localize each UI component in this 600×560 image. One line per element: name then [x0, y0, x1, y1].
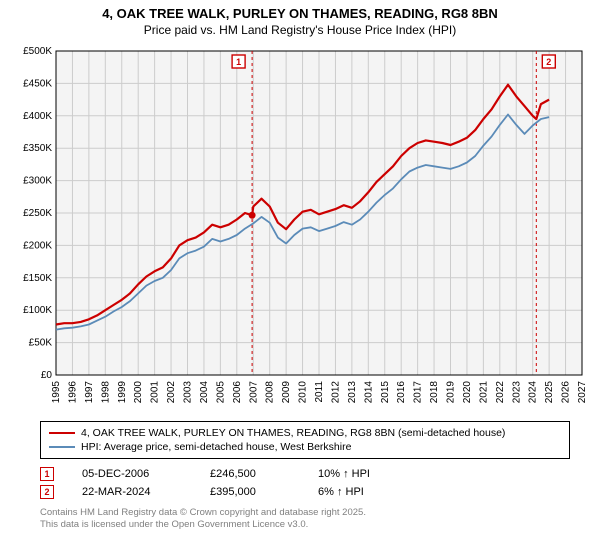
chart-title-line1: 4, OAK TREE WALK, PURLEY ON THAMES, READ… [10, 6, 590, 21]
svg-text:2008: 2008 [265, 381, 276, 404]
svg-text:2027: 2027 [577, 381, 588, 404]
svg-text:2021: 2021 [478, 381, 489, 404]
svg-text:2023: 2023 [511, 381, 522, 404]
svg-text:2001: 2001 [150, 381, 161, 404]
footnote: Contains HM Land Registry data © Crown c… [40, 507, 570, 531]
svg-text:2006: 2006 [232, 381, 243, 404]
svg-text:2016: 2016 [396, 381, 407, 404]
sale-price: £395,000 [210, 486, 290, 498]
legend-item-hpi: HPI: Average price, semi-detached house,… [49, 440, 561, 454]
sale-delta: 10% ↑ HPI [318, 468, 398, 480]
svg-text:£350K: £350K [23, 143, 52, 154]
svg-text:2017: 2017 [413, 381, 424, 404]
svg-text:2010: 2010 [298, 381, 309, 404]
sale-price: £246,500 [210, 468, 290, 480]
legend-swatch [49, 446, 75, 448]
svg-text:£250K: £250K [23, 208, 52, 219]
svg-text:2002: 2002 [166, 381, 177, 404]
svg-text:2020: 2020 [462, 381, 473, 404]
svg-text:2018: 2018 [429, 381, 440, 404]
svg-text:1: 1 [236, 57, 241, 67]
chart-area: £0 £50K £100K £150K £200K £250K £300K £350K £400… [10, 43, 590, 413]
svg-text:£500K: £500K [23, 46, 52, 57]
svg-text:£50K: £50K [29, 338, 53, 349]
sale-delta: 6% ↑ HPI [318, 486, 398, 498]
svg-text:1998: 1998 [100, 381, 111, 404]
svg-text:2013: 2013 [347, 381, 358, 404]
svg-text:£0: £0 [41, 370, 53, 381]
line-chart-svg: £0 £50K £100K £150K £200K £250K £300K £350K £400… [10, 43, 590, 413]
svg-text:£200K: £200K [23, 240, 52, 251]
svg-text:2011: 2011 [314, 381, 325, 403]
svg-text:2005: 2005 [215, 381, 226, 404]
table-row: 1 05-DEC-2006 £246,500 10% ↑ HPI [40, 465, 570, 483]
svg-text:2000: 2000 [133, 381, 144, 404]
svg-text:£300K: £300K [23, 176, 52, 187]
svg-text:£100K: £100K [23, 305, 52, 316]
legend-label: HPI: Average price, semi-detached house,… [81, 441, 351, 453]
svg-text:1996: 1996 [67, 381, 78, 404]
svg-text:2024: 2024 [528, 381, 539, 404]
svg-text:1997: 1997 [84, 381, 95, 404]
svg-text:1995: 1995 [51, 381, 62, 404]
svg-text:2025: 2025 [544, 381, 555, 404]
svg-text:2022: 2022 [495, 381, 506, 404]
svg-text:2009: 2009 [281, 381, 292, 404]
svg-text:2012: 2012 [330, 381, 341, 404]
chart-title-block: 4, OAK TREE WALK, PURLEY ON THAMES, READ… [0, 0, 600, 39]
sale-marker-icon: 1 [40, 467, 54, 481]
svg-text:2004: 2004 [199, 381, 210, 404]
svg-text:2: 2 [546, 57, 551, 67]
legend-box: 4, OAK TREE WALK, PURLEY ON THAMES, READ… [40, 421, 570, 459]
sale-date: 22-MAR-2024 [82, 486, 182, 498]
footnote-line1: Contains HM Land Registry data © Crown c… [40, 507, 570, 519]
sales-table: 1 05-DEC-2006 £246,500 10% ↑ HPI 2 22-MA… [40, 465, 570, 501]
legend-item-price-paid: 4, OAK TREE WALK, PURLEY ON THAMES, READ… [49, 426, 561, 440]
table-row: 2 22-MAR-2024 £395,000 6% ↑ HPI [40, 483, 570, 501]
svg-text:2026: 2026 [561, 381, 572, 404]
legend-swatch [49, 432, 75, 434]
svg-text:2015: 2015 [380, 381, 391, 404]
svg-text:2007: 2007 [248, 381, 259, 404]
svg-text:£150K: £150K [23, 273, 52, 284]
footnote-line2: This data is licensed under the Open Gov… [40, 519, 570, 531]
svg-text:£450K: £450K [23, 78, 52, 89]
svg-text:1999: 1999 [117, 381, 128, 404]
legend-label: 4, OAK TREE WALK, PURLEY ON THAMES, READ… [81, 427, 505, 439]
sale-marker-icon: 2 [40, 485, 54, 499]
chart-title-line2: Price paid vs. HM Land Registry's House … [10, 23, 590, 37]
svg-text:2019: 2019 [446, 381, 457, 404]
svg-text:2014: 2014 [363, 381, 374, 404]
svg-text:2003: 2003 [183, 381, 194, 404]
svg-text:£400K: £400K [23, 111, 52, 122]
sale-date: 05-DEC-2006 [82, 468, 182, 480]
